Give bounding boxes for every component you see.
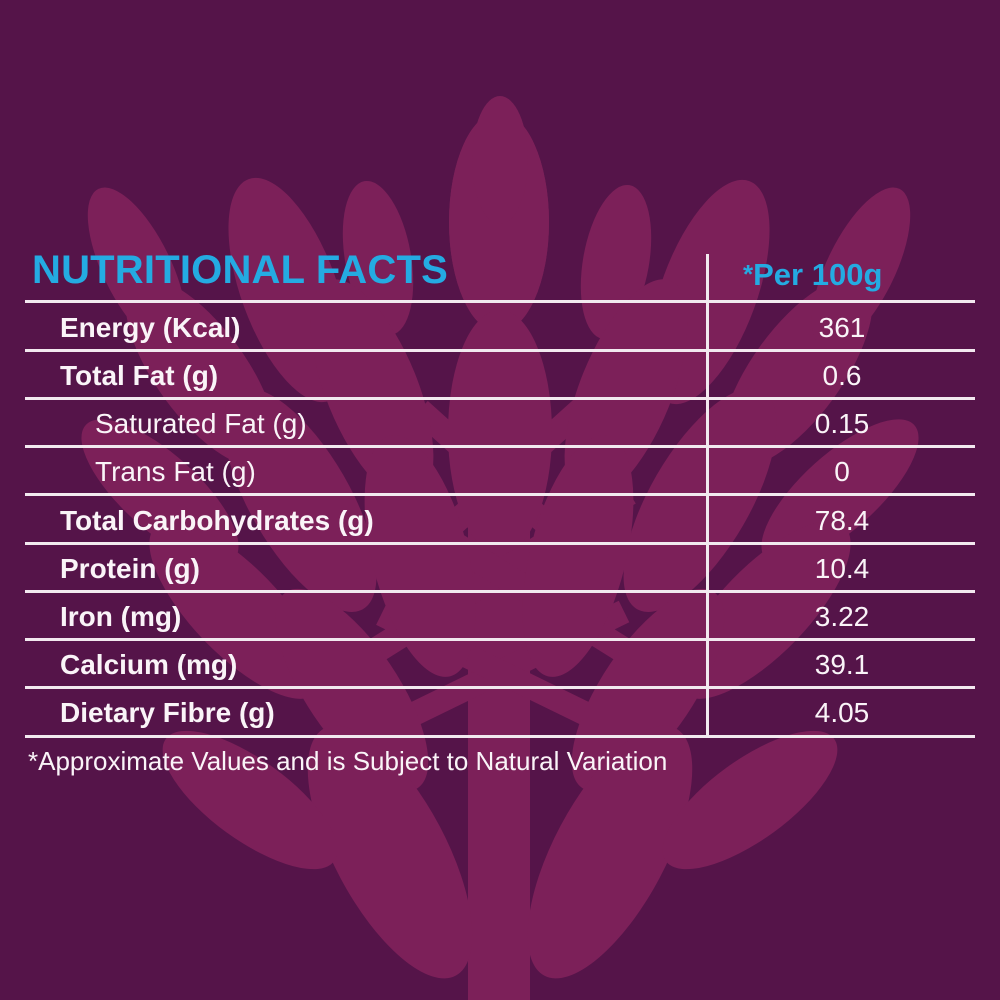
row-label: Calcium (mg) bbox=[60, 649, 238, 680]
table-rule bbox=[25, 300, 975, 303]
table-rule bbox=[25, 686, 975, 689]
row-value: 4.05 bbox=[814, 697, 870, 728]
column-header-label: Per 100g bbox=[753, 257, 883, 292]
table-rule bbox=[25, 445, 975, 448]
row-label: Dietary Fibre (g) bbox=[60, 697, 275, 728]
row-label: Energy (Kcal) bbox=[60, 312, 241, 343]
row-label: Protein (g) bbox=[60, 553, 200, 584]
row-label: Saturated Fat (g) bbox=[95, 408, 307, 439]
page-title: NUTRITIONAL FACTS bbox=[32, 248, 448, 292]
table-rule bbox=[25, 493, 975, 496]
row-value: 0.6 bbox=[822, 360, 862, 391]
row-label: Total Carbohydrates (g) bbox=[60, 505, 374, 536]
row-value: 0 bbox=[834, 456, 850, 487]
row-value: 361 bbox=[818, 312, 866, 343]
row-label: Iron (mg) bbox=[60, 601, 182, 632]
footnote: *Approximate Values and is Subject to Na… bbox=[28, 746, 668, 776]
table-rule bbox=[25, 349, 975, 352]
row-value: 39.1 bbox=[814, 649, 870, 680]
table-rule bbox=[25, 735, 975, 738]
table-rule bbox=[25, 638, 975, 641]
table-rule bbox=[25, 397, 975, 400]
table-rule bbox=[25, 542, 975, 545]
column-header-per-100g: *Per 100g bbox=[743, 257, 882, 293]
row-value: 0.15 bbox=[814, 408, 870, 439]
asterisk-icon: * bbox=[743, 259, 754, 289]
row-value: 78.4 bbox=[814, 505, 870, 536]
table-rule bbox=[25, 590, 975, 593]
row-value: 3.22 bbox=[814, 601, 870, 632]
row-label: Total Fat (g) bbox=[60, 360, 219, 391]
row-label: Trans Fat (g) bbox=[95, 456, 256, 487]
row-value: 10.4 bbox=[814, 553, 870, 584]
